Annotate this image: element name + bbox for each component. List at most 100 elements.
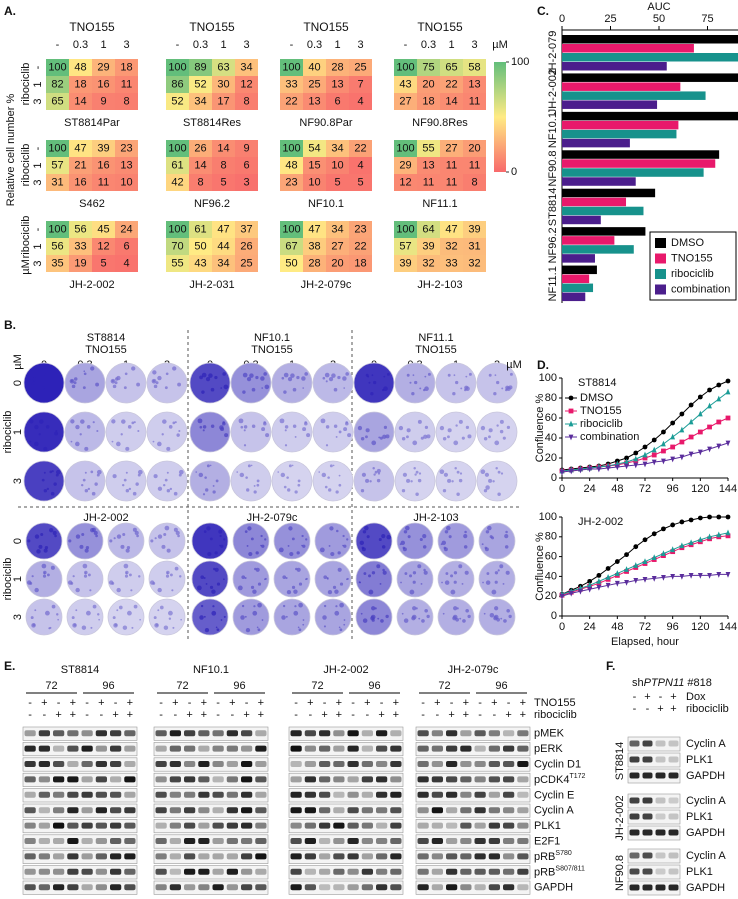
heatmap-cell bbox=[166, 238, 189, 255]
blot-band bbox=[488, 868, 500, 875]
colony bbox=[211, 610, 217, 616]
colony bbox=[509, 372, 513, 376]
treatment-sign: + bbox=[378, 709, 384, 721]
colony bbox=[71, 616, 75, 620]
colony bbox=[452, 392, 456, 396]
blot-band bbox=[503, 853, 515, 860]
colony-plate bbox=[66, 522, 104, 560]
x-tick-label: 50 bbox=[653, 13, 665, 25]
heatmap-cell bbox=[46, 255, 69, 272]
colony bbox=[83, 574, 88, 578]
colony bbox=[453, 440, 459, 446]
blot-band bbox=[290, 761, 302, 767]
cell-value: 32 bbox=[445, 240, 457, 252]
colony bbox=[250, 537, 254, 541]
data-point bbox=[596, 466, 602, 473]
blot-band bbox=[668, 884, 679, 891]
blot-band bbox=[390, 761, 402, 767]
treatment-sign: - bbox=[188, 697, 192, 709]
cell-line-label: NF90.8 bbox=[614, 855, 626, 891]
legend-swatch bbox=[655, 238, 666, 248]
colony-plate bbox=[435, 411, 477, 453]
heatmap-cell bbox=[69, 157, 92, 174]
data-point bbox=[614, 580, 620, 587]
bar bbox=[562, 265, 597, 275]
heatmap-cell bbox=[349, 255, 372, 272]
colony bbox=[456, 492, 460, 497]
blot-band bbox=[24, 807, 36, 814]
colony bbox=[360, 612, 363, 615]
heatmap-cell bbox=[463, 93, 486, 110]
colony bbox=[461, 436, 465, 440]
blot-band bbox=[241, 807, 253, 814]
colony bbox=[374, 470, 378, 474]
cell-value: 8 bbox=[471, 176, 477, 188]
blot-band bbox=[155, 853, 167, 860]
colony bbox=[458, 478, 463, 483]
blot-band bbox=[655, 868, 666, 875]
colony bbox=[161, 433, 164, 436]
colony bbox=[116, 587, 121, 593]
cell-value: 47 bbox=[217, 223, 229, 235]
heatmap-cell bbox=[115, 93, 138, 110]
colony bbox=[50, 565, 55, 570]
colony bbox=[256, 626, 259, 629]
colony bbox=[497, 569, 500, 572]
bar bbox=[562, 292, 586, 302]
colony bbox=[264, 384, 270, 390]
cell-value: 100 bbox=[48, 142, 66, 154]
colony-plate bbox=[23, 411, 65, 453]
heatmap-cell bbox=[235, 221, 258, 238]
cell-value: 19 bbox=[74, 257, 86, 269]
blot-band bbox=[38, 838, 50, 844]
panel-label: D. bbox=[537, 358, 549, 372]
blot-frame bbox=[153, 757, 269, 772]
colony bbox=[347, 433, 352, 438]
colony bbox=[345, 421, 348, 424]
cell-value: 56 bbox=[51, 240, 63, 252]
blot-band bbox=[110, 838, 122, 844]
blot-band bbox=[431, 838, 443, 844]
blot-band bbox=[488, 884, 500, 891]
blot-band bbox=[642, 829, 653, 836]
colony bbox=[253, 605, 256, 608]
data-point bbox=[651, 575, 657, 582]
blot-band bbox=[290, 791, 302, 798]
heatmap-cell bbox=[326, 157, 349, 174]
colony bbox=[424, 609, 428, 613]
colony bbox=[241, 575, 246, 580]
colony bbox=[203, 577, 206, 580]
colony bbox=[34, 534, 40, 539]
blot-band bbox=[241, 776, 253, 783]
blot-band bbox=[198, 868, 210, 875]
colony bbox=[113, 537, 116, 540]
colony bbox=[112, 474, 117, 479]
colony bbox=[153, 616, 157, 620]
blot-band bbox=[255, 853, 267, 860]
colony bbox=[121, 419, 126, 424]
colony bbox=[111, 419, 116, 424]
data-point bbox=[688, 573, 694, 579]
cell-value: 75 bbox=[422, 61, 434, 73]
blot-band bbox=[319, 730, 331, 737]
colony bbox=[401, 489, 406, 493]
blot-band bbox=[169, 776, 181, 783]
colony bbox=[157, 441, 162, 447]
blot-band bbox=[642, 740, 653, 747]
colony bbox=[368, 589, 374, 595]
data-point bbox=[559, 469, 565, 476]
colony bbox=[337, 567, 342, 572]
colony bbox=[124, 574, 129, 578]
heatmap-cell bbox=[212, 174, 235, 191]
cell-value: 61 bbox=[171, 159, 183, 171]
data-point bbox=[624, 552, 629, 558]
blot-band bbox=[503, 745, 515, 752]
colony bbox=[212, 490, 216, 494]
cell-value: 100 bbox=[282, 223, 300, 235]
colony bbox=[150, 539, 154, 543]
colony bbox=[122, 532, 126, 536]
blot-band bbox=[668, 756, 679, 763]
colony bbox=[455, 380, 459, 385]
colony bbox=[46, 573, 50, 577]
colony bbox=[283, 372, 289, 378]
